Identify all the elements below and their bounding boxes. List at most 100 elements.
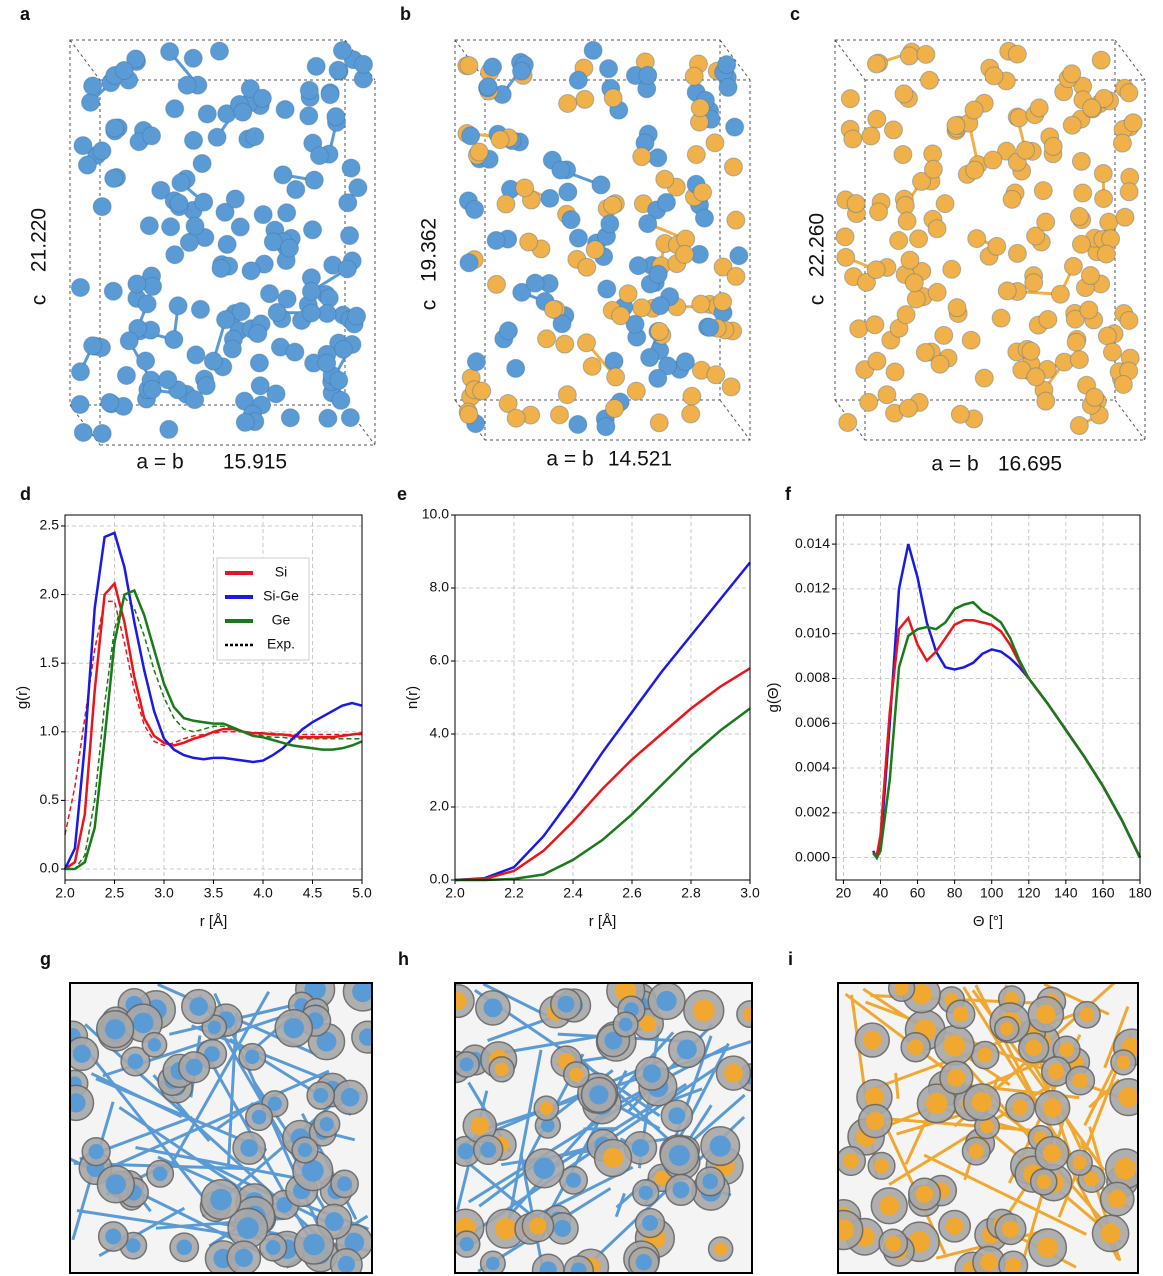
atom [894, 84, 914, 104]
atom [675, 352, 695, 372]
atom [1050, 284, 1070, 304]
atom-core [1059, 1042, 1074, 1058]
atom [721, 377, 741, 397]
atom [241, 261, 261, 281]
atom [1091, 50, 1111, 70]
atom [70, 277, 90, 297]
atom [1026, 226, 1046, 246]
atom [568, 414, 588, 434]
bond [867, 1115, 1041, 1133]
y-tick-label: 0.002 [795, 804, 830, 820]
atom-core [541, 1118, 555, 1133]
atom [190, 299, 210, 319]
atom [606, 367, 626, 387]
atom-core [316, 1031, 337, 1052]
atom [649, 321, 669, 341]
atom-core [1012, 1099, 1029, 1116]
atom [935, 194, 955, 214]
x-tick-label: 140 [1054, 885, 1078, 901]
atom [898, 398, 918, 418]
atom-core [709, 1135, 731, 1157]
atom [143, 276, 163, 296]
atom-core [692, 999, 715, 1022]
atom [700, 317, 720, 337]
series-line [454, 667, 751, 882]
atom [611, 306, 631, 326]
atom [1021, 341, 1041, 361]
atom [648, 264, 668, 284]
atom [725, 117, 745, 137]
atom-core [132, 1012, 154, 1034]
atom [519, 232, 539, 252]
atom [726, 266, 746, 286]
atom [717, 55, 737, 75]
atom-core [470, 1116, 489, 1135]
atom-core [539, 1261, 557, 1273]
bond [923, 1153, 1087, 1236]
atom-core [947, 1068, 966, 1087]
y-tick-label: 0.012 [795, 580, 830, 596]
bond [504, 1049, 543, 1238]
atom [1026, 367, 1046, 387]
atom [649, 413, 669, 433]
atom [177, 75, 197, 95]
atom [73, 136, 93, 156]
atom [1002, 189, 1022, 209]
atom [354, 54, 374, 74]
atom-core [483, 998, 503, 1018]
atom-core [1108, 1189, 1127, 1209]
x-tick-label: 80 [947, 885, 963, 901]
y-tick-label: 6.0 [430, 652, 450, 668]
atom [233, 102, 253, 122]
x-tick-label: 3.0 [154, 885, 174, 901]
atom [591, 175, 611, 195]
atom-core [952, 1006, 969, 1023]
bond [142, 1200, 152, 1213]
atom [486, 230, 506, 250]
atom [906, 289, 926, 309]
atom-core [358, 1028, 372, 1046]
atom [555, 334, 575, 354]
y-tick-label: 8.0 [430, 579, 450, 595]
atom-core [926, 1092, 948, 1115]
atom-core [862, 1030, 882, 1050]
atom-core [874, 1158, 889, 1174]
plot-frame [835, 514, 1141, 881]
y-axis-label: g(r) [14, 686, 31, 709]
atom [196, 376, 216, 396]
atom [309, 146, 329, 166]
atom-core [602, 1147, 624, 1169]
atom-core [210, 1188, 232, 1211]
atom [301, 281, 321, 301]
atom [900, 250, 920, 270]
atom [658, 356, 678, 376]
atom [240, 79, 260, 99]
y-axis-label: g(Θ) [765, 682, 782, 712]
atom [849, 319, 869, 339]
atom-core [589, 1085, 609, 1105]
x-tick-label: 4.0 [253, 885, 273, 901]
atom-core [702, 1173, 719, 1190]
atom [70, 362, 90, 382]
atom-core [907, 1039, 924, 1056]
atom [686, 145, 706, 165]
atom [690, 98, 710, 118]
atom-core [668, 1144, 690, 1166]
atom [347, 306, 367, 326]
atom [632, 298, 652, 318]
atom-core [105, 1174, 126, 1195]
atom [585, 240, 605, 260]
atom [974, 368, 994, 388]
atom [142, 379, 162, 399]
atom [73, 422, 93, 442]
atom [459, 55, 479, 75]
series-line [63, 531, 363, 870]
atom-core [742, 1006, 752, 1022]
atom-core [866, 1111, 885, 1131]
atom [896, 305, 916, 325]
panel-label: c [790, 4, 800, 24]
atom [263, 232, 283, 252]
x-tick-label: 40 [873, 885, 889, 901]
panel-label: b [400, 4, 411, 24]
panel-label: h [398, 949, 409, 969]
